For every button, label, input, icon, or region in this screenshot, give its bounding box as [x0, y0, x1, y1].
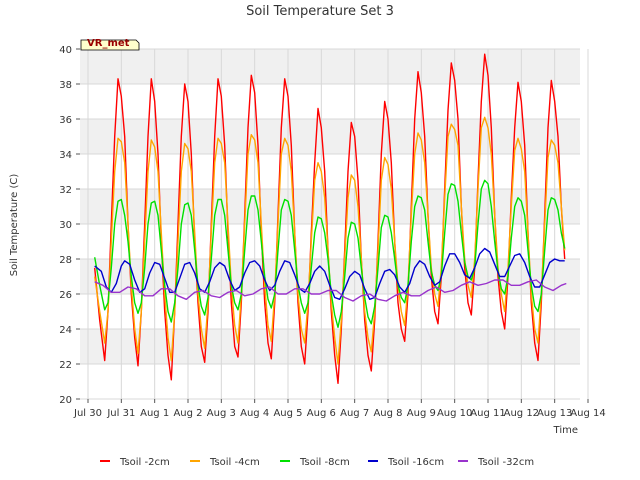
plot-band	[80, 49, 580, 84]
legend-label-2: Tsoil -4cm	[209, 457, 260, 468]
x-tick-label: Aug 13	[537, 408, 572, 419]
y-tick-label: 32	[59, 185, 72, 196]
y-axis-label: Soil Temperature (C)	[9, 174, 20, 277]
y-tick-label: 22	[59, 360, 72, 371]
x-tick-label: Aug 1	[140, 408, 169, 419]
station-badge: VR_met	[80, 38, 140, 51]
plot-band	[80, 189, 580, 224]
x-tick-label: Jul 31	[106, 408, 135, 419]
legend: Tsoil -2cm Tsoil -4cm Tsoil -8cm Tsoil -16c…	[100, 457, 534, 468]
x-tick-label: Aug 9	[407, 408, 436, 419]
legend-label-4: Tsoil -16cm	[387, 457, 444, 468]
badge-box	[80, 39, 140, 51]
plot-band	[80, 119, 580, 154]
x-tick-label: Aug 14	[570, 408, 605, 419]
y-tick-label: 30	[59, 220, 72, 231]
x-tick-label: Aug 6	[307, 408, 336, 419]
y-axis-ticks: 20 22 24 26 28 30 32 34 36 38 40	[59, 45, 80, 406]
x-tick-label: Aug 8	[373, 408, 402, 419]
y-tick-label: 34	[59, 150, 72, 161]
legend-label-3: Tsoil -8cm	[299, 457, 350, 468]
x-axis-ticks: Jul 30 Jul 31 Aug 1 Aug 2 Aug 3 Aug 4 Aug 5 Aug…	[73, 399, 606, 419]
plot-band	[80, 329, 580, 364]
series-line-5	[94, 279, 567, 302]
series-layer	[94, 53, 567, 384]
x-tick-label: Aug 10	[437, 408, 472, 419]
y-tick-label: 20	[59, 395, 72, 406]
legend-label-5: Tsoil -32cm	[477, 457, 534, 468]
x-tick-label: Aug 7	[340, 408, 369, 419]
y-tick-label: 24	[59, 325, 72, 336]
x-axis-label: Time	[553, 425, 578, 436]
y-tick-label: 40	[59, 45, 72, 56]
x-tick-label: Aug 5	[273, 408, 302, 419]
y-tick-label: 28	[59, 255, 72, 266]
chart-title: Soil Temperature Set 3	[246, 4, 394, 19]
x-tick-label: Aug 2	[173, 408, 202, 419]
legend-label-1: Tsoil -2cm	[119, 457, 170, 468]
y-tick-label: 38	[59, 80, 72, 91]
y-tick-label: 36	[59, 115, 72, 126]
x-tick-label: Aug 12	[504, 408, 539, 419]
x-tick-label: Jul 30	[73, 408, 102, 419]
badge-label: VR_met	[87, 38, 130, 49]
x-tick-label: Aug 3	[207, 408, 236, 419]
y-tick-label: 26	[59, 290, 72, 301]
x-tick-label: Aug 4	[240, 408, 269, 419]
x-tick-label: Aug 11	[470, 408, 505, 419]
